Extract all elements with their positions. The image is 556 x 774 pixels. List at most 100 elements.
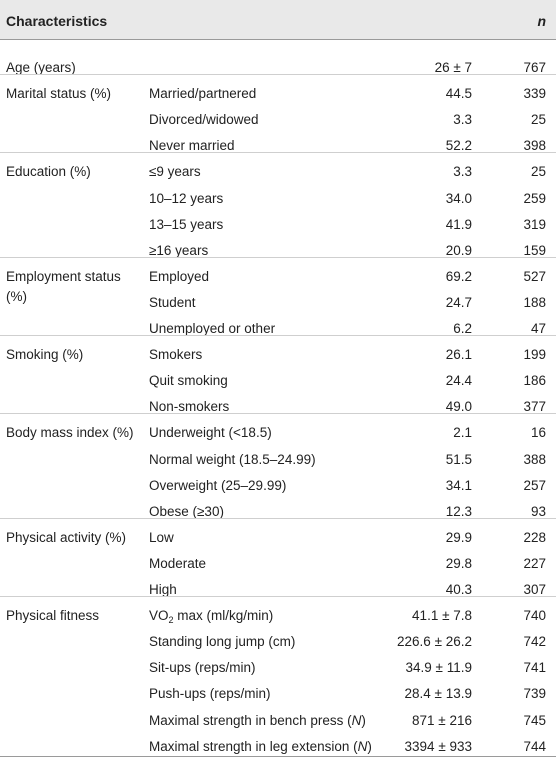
- group-label: Employment status (%): [6, 268, 121, 304]
- group-divider: [0, 74, 556, 76]
- row-subcategory: Unemployed or other: [149, 321, 276, 336]
- row-value: 34.1: [445, 477, 472, 493]
- row-n: 319: [523, 216, 546, 232]
- row-n: 257: [523, 477, 546, 493]
- row-value: 28.4 ± 13.9: [404, 686, 472, 702]
- row-n: 25: [530, 112, 546, 128]
- row-value: 24.4: [445, 373, 472, 389]
- row-n: 740: [523, 608, 546, 624]
- row-n: 741: [523, 660, 546, 676]
- row-subcategory: VO2 max (ml/kg/min): [149, 608, 274, 626]
- row-subcategory: Push-ups (reps/min): [149, 686, 271, 702]
- row-subcategory: Normal weight (18.5–24.99): [149, 451, 316, 467]
- row-n: 739: [523, 686, 546, 702]
- row-subcategory: Obese (≥30): [149, 503, 224, 519]
- header-n: n: [537, 13, 546, 29]
- row-n: 47: [530, 321, 546, 336]
- group-divider: [0, 152, 556, 154]
- row-subcategory: Moderate: [149, 555, 207, 571]
- row-value: 2.1: [453, 425, 472, 441]
- row-subcategory: Sit-ups (reps/min): [149, 660, 256, 676]
- subcategory-text: 2: [168, 615, 174, 626]
- row-subcategory: Smokers: [149, 347, 203, 363]
- row-subcategory: Quit smoking: [149, 373, 228, 389]
- group-divider: [0, 256, 556, 258]
- row-n: 339: [523, 86, 546, 102]
- row-subcategory: Never married: [149, 138, 235, 154]
- group-label: Age (years): [6, 60, 76, 75]
- row-value: 6.2: [453, 321, 472, 336]
- row-n: 398: [523, 138, 546, 154]
- header-divider: [0, 39, 556, 40]
- row-n: 527: [523, 268, 546, 284]
- group-label: Physical activity (%): [6, 529, 127, 545]
- row-n: 259: [523, 190, 546, 206]
- header-characteristics: Characteristics: [6, 13, 108, 29]
- row-n: 159: [523, 242, 546, 258]
- row-subcategory: Overweight (25–29.99): [149, 477, 287, 493]
- row-subcategory: Standing long jump (cm): [149, 634, 296, 650]
- group-divider: [0, 596, 556, 598]
- row-subcategory: High: [149, 582, 177, 597]
- group-divider: [0, 413, 556, 415]
- row-value: 52.2: [445, 138, 472, 154]
- row-subcategory: Maximal strength in leg extension (N): [149, 739, 372, 755]
- subcategory-text: N: [357, 738, 368, 754]
- row-n: 377: [523, 399, 546, 415]
- row-value: 41.9: [445, 216, 472, 232]
- row-value: 69.2: [445, 268, 472, 284]
- row-value: 12.3: [445, 503, 472, 519]
- row-value: 871 ± 216: [412, 712, 472, 728]
- row-subcategory: Married/partnered: [149, 86, 257, 102]
- row-value: 51.5: [445, 451, 472, 467]
- row-n: 307: [523, 582, 546, 597]
- group-divider: [0, 517, 556, 519]
- row-n: 388: [523, 451, 546, 467]
- row-value: 29.9: [445, 529, 472, 545]
- row-subcategory: Employed: [149, 268, 210, 284]
- subcategory-text: max (ml/kg/min): [173, 608, 274, 624]
- subcategory-text: VO: [149, 608, 169, 624]
- group-label: Smoking (%): [6, 347, 84, 363]
- row-subcategory: ≤9 years: [149, 164, 201, 180]
- row-value: 44.5: [445, 86, 472, 102]
- group-label: Physical fitness: [6, 608, 100, 624]
- row-n: 227: [523, 555, 546, 571]
- row-n: 188: [523, 294, 546, 310]
- table-bottom-border: [0, 755, 556, 757]
- row-subcategory: Low: [149, 529, 174, 545]
- row-subcategory: Maximal strength in bench press (N): [149, 713, 366, 729]
- row-n: 186: [523, 373, 546, 389]
- subcategory-text: ): [367, 738, 372, 754]
- row-value: 49.0: [445, 399, 472, 415]
- row-value: 34.0: [445, 190, 472, 206]
- row-value: 29.8: [445, 555, 472, 571]
- row-subcategory: ≥16 years: [149, 242, 209, 258]
- row-value: 40.3: [445, 582, 472, 597]
- row-n: 744: [523, 738, 546, 754]
- group-divider: [0, 335, 556, 337]
- row-value: 26 ± 7: [434, 60, 472, 75]
- group-label: Marital status (%): [6, 86, 112, 102]
- row-value: 3394 ± 933: [404, 738, 472, 754]
- subcategory-text: Maximal strength in bench press (: [149, 712, 352, 728]
- group-label: Body mass index (%): [6, 425, 134, 441]
- row-subcategory: Student: [149, 294, 196, 310]
- row-n: 228: [523, 529, 546, 545]
- group-label: Education (%): [6, 164, 91, 180]
- subcategory-text: Maximal strength in leg extension (: [149, 738, 358, 754]
- row-n: 93: [530, 503, 546, 519]
- row-value: 26.1: [445, 347, 472, 363]
- row-subcategory: Underweight (<18.5): [149, 425, 272, 441]
- table-header: Characteristics n: [0, 0, 556, 39]
- row-subcategory: 10–12 years: [149, 190, 224, 206]
- row-n: 742: [523, 634, 546, 650]
- row-n: 767: [523, 60, 546, 75]
- row-n: 745: [523, 712, 546, 728]
- row-value: 226.6 ± 26.2: [397, 634, 472, 650]
- subcategory-text: ): [361, 712, 366, 728]
- row-value: 20.9: [445, 242, 472, 258]
- row-value: 3.3: [453, 164, 472, 180]
- row-value: 24.7: [445, 294, 472, 310]
